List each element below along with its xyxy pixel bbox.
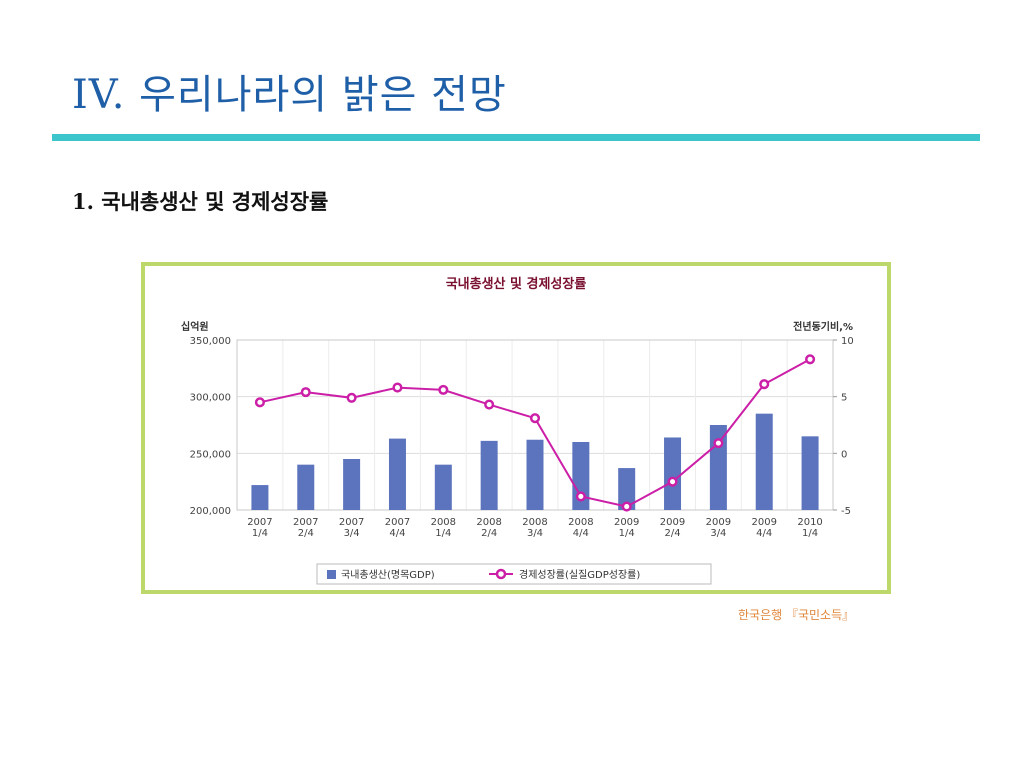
- gdp-bar: [526, 439, 544, 510]
- growth-rate-point: [575, 491, 586, 502]
- growth-rate-point: [713, 438, 724, 449]
- growth-rate-point: [254, 397, 265, 408]
- source-note: 한국은행 『국민소득』: [738, 608, 855, 622]
- left-tick-label: 200,000: [190, 506, 231, 517]
- x-tick-label-quarter: 3/4: [344, 528, 360, 539]
- x-tick-label-quarter: 1/4: [802, 528, 818, 539]
- x-tick-label-year: 2009: [614, 517, 639, 528]
- x-tick-label-year: 2008: [522, 517, 547, 528]
- x-tick-label-quarter: 4/4: [389, 528, 405, 539]
- legend-line-marker: [495, 568, 507, 580]
- slide-title: IV. 우리나라의 밝은 전망: [72, 72, 507, 118]
- x-tick-label-year: 2010: [797, 517, 822, 528]
- title-divider: [52, 134, 980, 141]
- legend-box: [316, 563, 712, 585]
- chart-legend: 국내총생산(명목GDP) 경제성장률(실질GDP성장률): [316, 563, 712, 585]
- growth-rate-point: [667, 476, 678, 487]
- right-tick-label: 5: [841, 393, 847, 404]
- x-tick-label-quarter: 1/4: [619, 528, 635, 539]
- left-tick-label: 350,000: [190, 336, 231, 347]
- gdp-bar: [343, 459, 361, 510]
- gdp-bar: [664, 437, 682, 510]
- growth-rate-point: [805, 354, 816, 365]
- line-series: [254, 354, 816, 512]
- x-tick-label-quarter: 2/4: [664, 528, 680, 539]
- growth-rate-point: [759, 379, 770, 390]
- legend-growth-label: 경제성장률(실질GDP성장률): [519, 568, 640, 581]
- growth-rate-point: [438, 384, 449, 395]
- gdp-bar: [709, 425, 727, 510]
- x-tick-label-year: 2007: [339, 517, 364, 528]
- right-tick-label: 10: [841, 336, 854, 347]
- gdp-bar: [297, 464, 315, 510]
- x-tick-label-quarter: 1/4: [252, 528, 268, 539]
- growth-rate-point: [300, 387, 311, 398]
- x-tick-label-year: 2008: [568, 517, 593, 528]
- x-tick-label-year: 2007: [293, 517, 318, 528]
- legend-gdp-label: 국내총생산(명목GDP): [341, 569, 435, 581]
- x-tick-label-quarter: 4/4: [756, 528, 772, 539]
- x-tick-label-quarter: 2/4: [481, 528, 497, 539]
- growth-rate-point: [529, 413, 541, 424]
- x-tick-label-year: 2007: [385, 517, 410, 528]
- x-tick-label-year: 2007: [247, 517, 272, 528]
- x-tick-label-year: 2009: [752, 517, 777, 528]
- right-axis-unit-label: 전년동기비,%: [793, 320, 853, 333]
- x-tick-label-quarter: 3/4: [710, 528, 726, 539]
- right-tick-label: 0: [841, 449, 847, 460]
- left-tick-label: 250,000: [190, 449, 231, 460]
- gdp-bar: [388, 438, 406, 510]
- axis-labels: 200,000250,000300,000350,000-5051020071/…: [190, 336, 854, 539]
- gdp-bar: [572, 442, 590, 510]
- legend-bar-swatch: [327, 570, 336, 579]
- growth-rate-point: [392, 382, 403, 393]
- x-tick-label-year: 2008: [476, 517, 501, 528]
- growth-rate-point: [484, 399, 495, 410]
- chart-title: 국내총생산 및 경제성장률: [446, 276, 587, 292]
- x-tick-label-quarter: 3/4: [527, 528, 543, 539]
- left-tick-label: 300,000: [190, 393, 231, 404]
- gdp-bar: [434, 464, 452, 510]
- gdp-bar: [618, 468, 636, 510]
- chart-frame: 국내총생산 및 경제성장률 십억원 전년동기비,% 200,000 250,000…: [141, 262, 891, 594]
- growth-rate-point: [346, 392, 357, 403]
- gdp-bar: [251, 485, 269, 510]
- gdp-bar: [801, 436, 819, 510]
- gdp-bar: [480, 440, 498, 510]
- x-tick-label-quarter: 1/4: [435, 528, 451, 539]
- x-tick-label-quarter: 4/4: [573, 528, 589, 539]
- growth-rate-point: [621, 501, 632, 512]
- left-axis-unit-label: 십억원: [181, 320, 209, 333]
- x-tick-label-year: 2008: [431, 517, 456, 528]
- x-tick-label-year: 2009: [660, 517, 685, 528]
- x-tick-label-year: 2009: [706, 517, 731, 528]
- gdp-bar: [755, 413, 773, 510]
- section-subtitle: 1. 국내총생산 및 경제성장률: [72, 189, 329, 214]
- bar-series: [251, 413, 819, 510]
- x-tick-label-quarter: 2/4: [298, 528, 314, 539]
- right-tick-label: -5: [841, 506, 851, 517]
- gdp-growth-chart: 국내총생산 및 경제성장률 십억원 전년동기비,% 200,000 250,000…: [181, 276, 854, 585]
